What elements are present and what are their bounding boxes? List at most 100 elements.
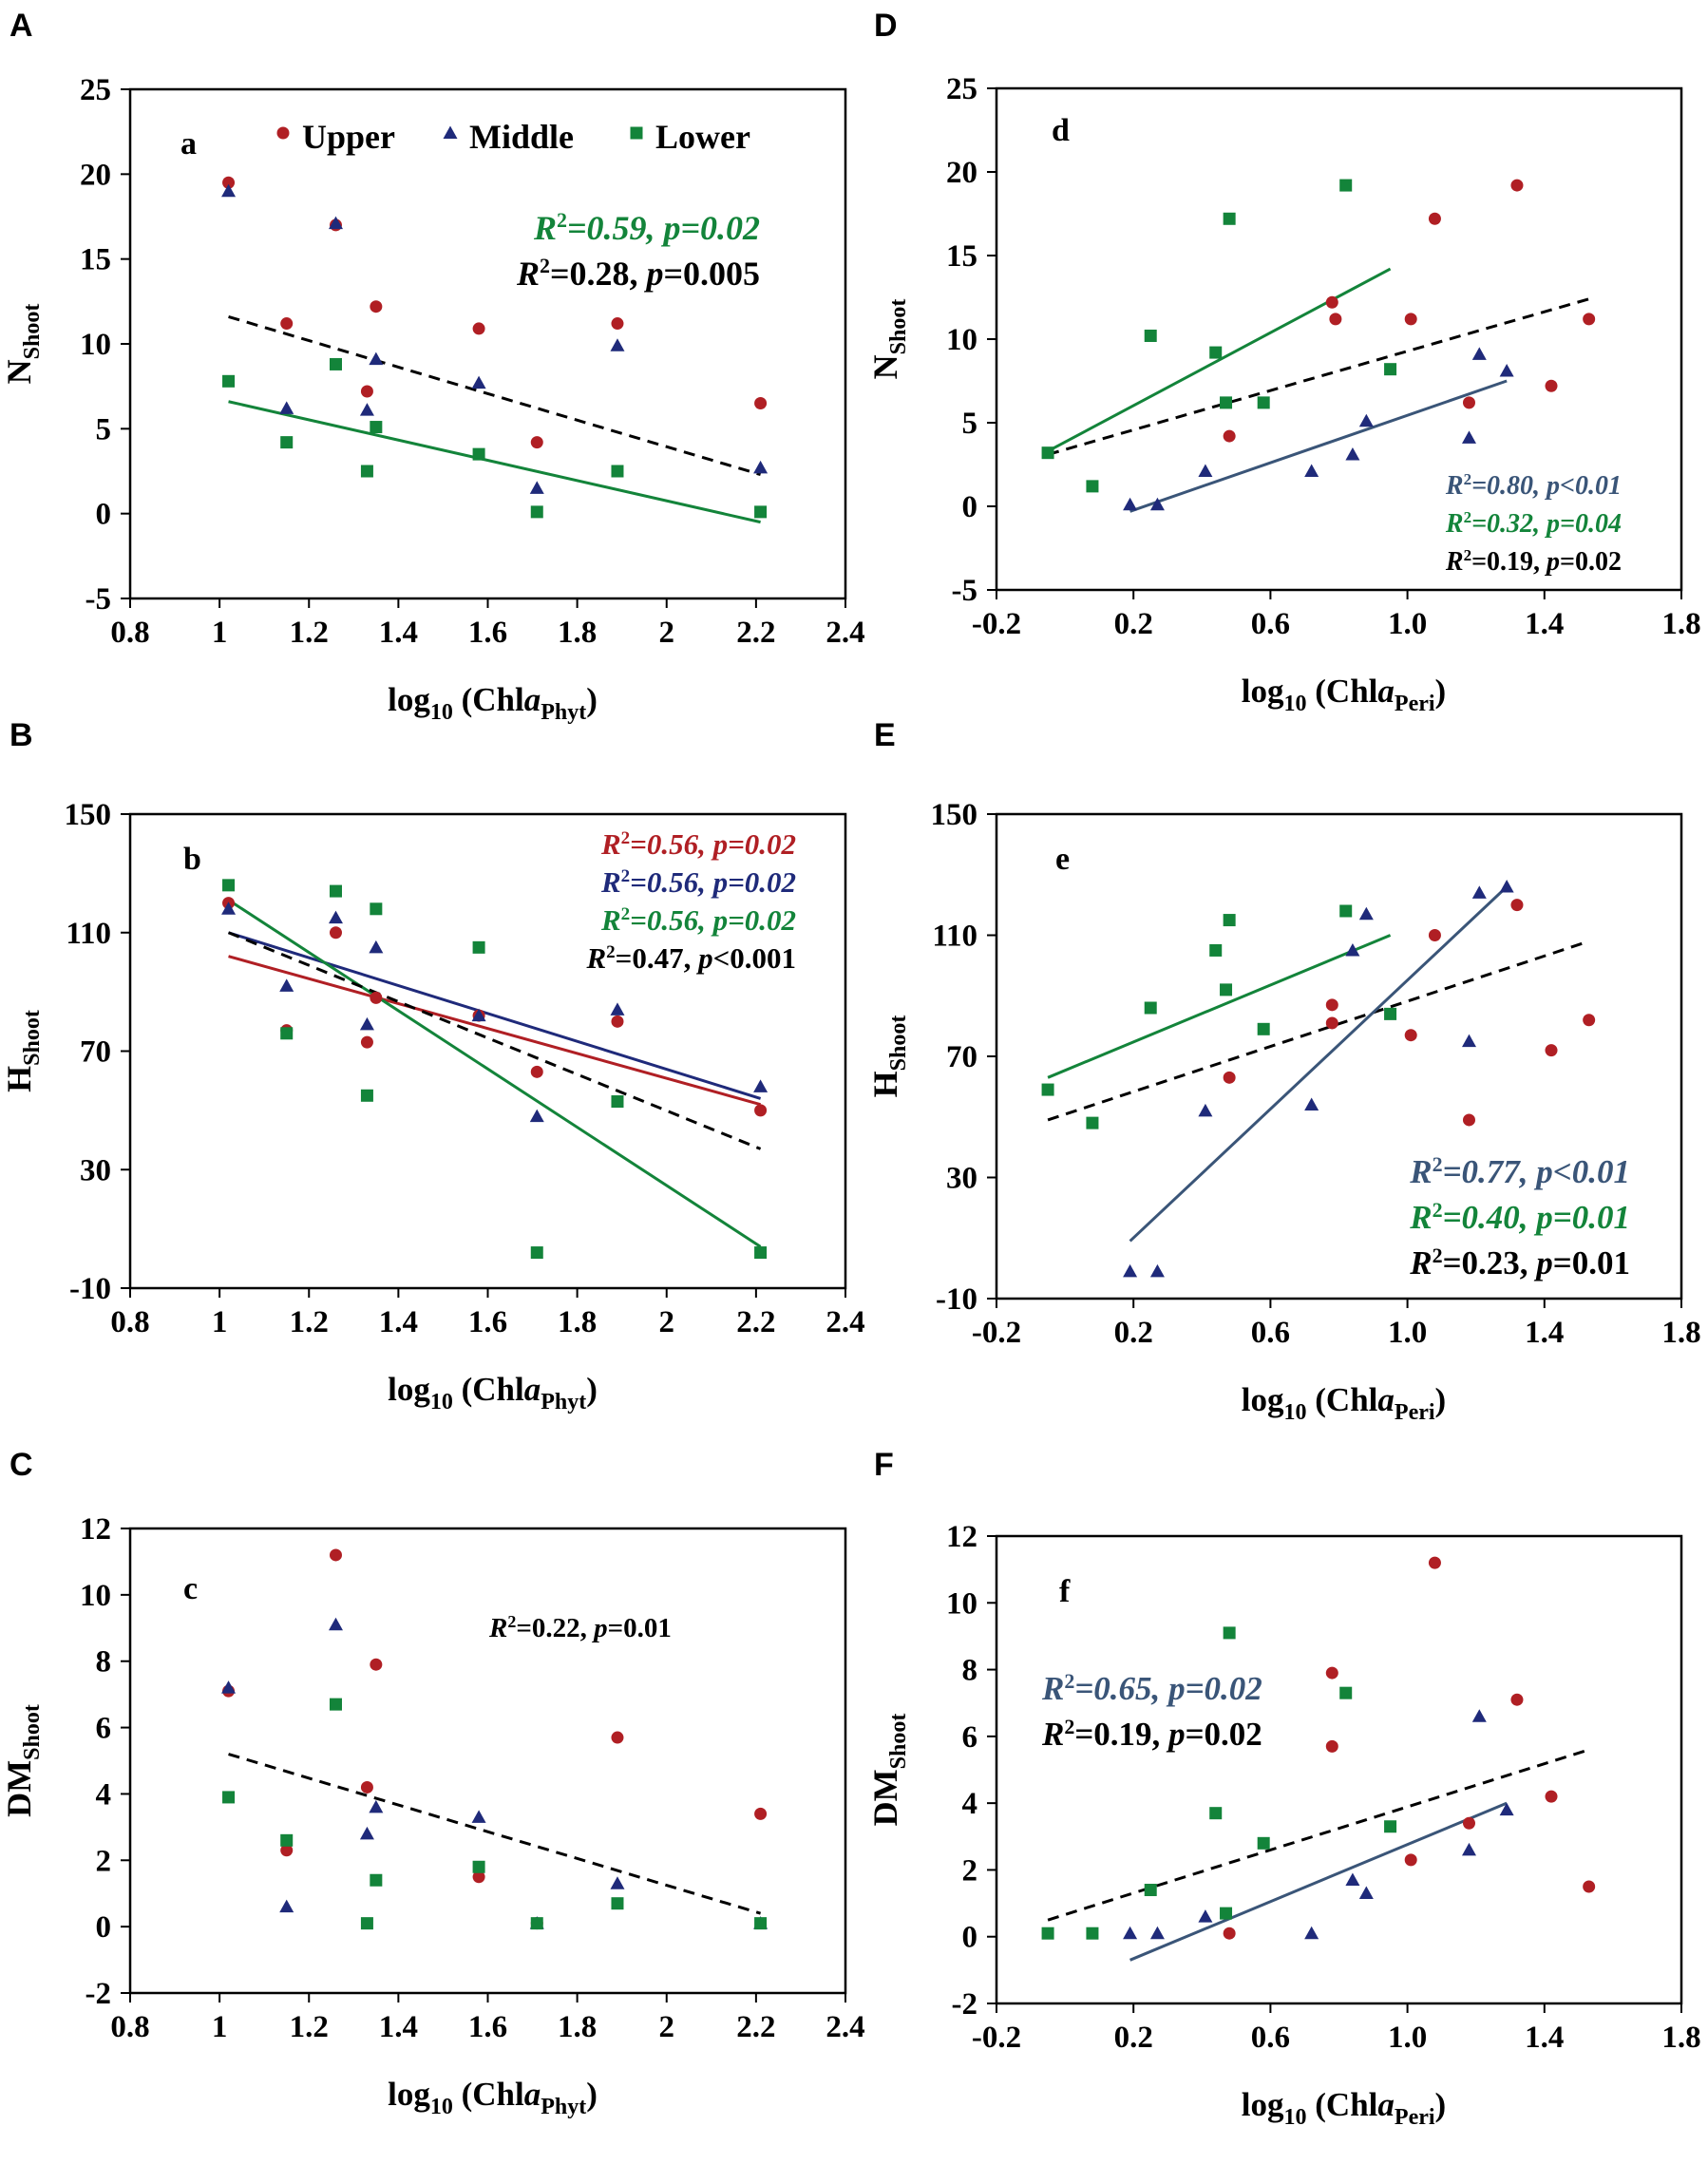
x-axis-label-var: (Chl [1307, 673, 1378, 710]
stat-r: R [585, 941, 606, 975]
stat-annotation: R2=0.56, p=0.02 [600, 903, 796, 937]
x-tick-label: 2.4 [826, 1305, 864, 1339]
y-axis-label-main: DM [866, 1769, 904, 1826]
y-axis-label-sub: Shoot [20, 1010, 45, 1066]
x-tick-label: 1.8 [558, 2010, 597, 2044]
data-point [1461, 1034, 1476, 1048]
x-tick-label: 1.4 [379, 2010, 418, 2044]
stat-r: R [1409, 1153, 1432, 1190]
data-point [610, 338, 625, 351]
data-point [1086, 1927, 1099, 1940]
data-point [222, 879, 236, 892]
data-point [1223, 1927, 1236, 1940]
panel-letter: F [874, 1447, 894, 1483]
legend-item-middle: Middle [443, 118, 574, 156]
stat-r2-value: =0.80, [1471, 471, 1547, 501]
fit-line-black [228, 314, 762, 477]
data-point [754, 1807, 768, 1820]
data-point [1583, 1880, 1596, 1893]
data-point [1510, 1693, 1524, 1706]
x-tick-label: -0.2 [972, 2021, 1021, 2055]
x-axis-label-ital: a [1377, 673, 1395, 710]
plot-frame [995, 1534, 1683, 2005]
data-point [471, 375, 486, 389]
fit-line-black [227, 931, 762, 1150]
series-lower [1041, 1626, 1397, 1940]
stat-p-value: =0.02 [728, 865, 796, 899]
data-point [1404, 1029, 1417, 1042]
panel-inner-letter: c [183, 1571, 198, 1606]
data-point [471, 1008, 486, 1022]
data-point [1149, 1263, 1165, 1278]
stat-annotation: R2=0.32, p=0.04 [1445, 508, 1622, 539]
data-point [1339, 179, 1353, 192]
x-tick-label: 0.6 [1251, 1316, 1290, 1350]
y-axis-label-sub: Shoot [20, 1704, 45, 1760]
stat-annotation: R2=0.23, p=0.01 [1409, 1243, 1630, 1281]
series-upper [222, 176, 768, 449]
data-point [1499, 1802, 1514, 1816]
data-point [1510, 179, 1524, 192]
stat-r: R [1445, 509, 1464, 539]
x-tick-label: 0.8 [110, 1305, 149, 1339]
stat-r-sup: 2 [557, 208, 567, 232]
data-point [328, 216, 343, 230]
series-lower [1041, 904, 1397, 1129]
stat-annotation: R2=0.59, p=0.02 [533, 208, 760, 247]
y-tick-label: 110 [932, 920, 977, 954]
stat-r-sup: 2 [1464, 470, 1472, 488]
x-axis-label-close: ) [1435, 673, 1447, 710]
panel-B: B 0.8 1 1.2 1.4 1.6 1.8 2 2.2 2.4 -10 30 70 110 150 log… [0, 717, 865, 1414]
y-axis-label-main: N [866, 354, 904, 379]
data-point [369, 351, 384, 366]
x-tick-label: 0.2 [1114, 607, 1153, 641]
stat-p: p [1545, 509, 1560, 539]
x-tick-label: 1.8 [1661, 2021, 1700, 2055]
series-upper [1223, 179, 1596, 443]
data-point [1220, 1907, 1233, 1920]
x-tick-label: 2.2 [736, 616, 775, 650]
stat-r-sup: 2 [1464, 546, 1472, 564]
y-tick-label: 70 [80, 1035, 111, 1070]
x-tick-label: 1.2 [290, 616, 329, 650]
data-point [754, 1917, 768, 1930]
y-tick-label: -2 [85, 1977, 112, 2011]
y-tick-label: 0 [96, 1910, 112, 1945]
series-lower [1041, 179, 1397, 493]
panel-letter: B [9, 717, 33, 753]
x-tick-label: 1.4 [1525, 607, 1564, 641]
data-point [329, 884, 342, 898]
data-point [359, 403, 374, 416]
data-point [1325, 295, 1338, 309]
stat-annotation: R2=0.47, p<0.001 [585, 941, 796, 975]
fit-line-slate [1129, 885, 1509, 1243]
data-point [1428, 212, 1441, 225]
data-point [754, 505, 768, 519]
y-axis-label-sub: Shoot [886, 1714, 911, 1770]
data-point [329, 926, 342, 940]
data-point [1209, 346, 1223, 359]
y-tick-label: 2 [962, 1853, 978, 1888]
stat-p: p [1533, 1244, 1553, 1281]
y-axis-label: HShoot [866, 1016, 911, 1098]
y-tick-label: 5 [96, 412, 112, 446]
stat-p-value: <0.001 [713, 941, 796, 975]
stat-p: p [660, 209, 680, 247]
x-axis-label-log: log [1242, 1381, 1284, 1418]
stat-p-value: <0.01 [1560, 471, 1622, 501]
x-tick-label: 1.4 [1525, 1316, 1564, 1350]
y-tick-label: 0 [962, 490, 978, 524]
data-point [1223, 212, 1236, 225]
x-tick-label: 0.2 [1114, 1316, 1153, 1350]
x-axis-label-sub: 10 [1284, 1400, 1307, 1425]
fit-line-slate [1129, 379, 1508, 513]
y-tick-label: 10 [946, 1586, 977, 1621]
data-point [1384, 1007, 1397, 1020]
y-tick-label: 2 [96, 1844, 112, 1878]
x-axis-label-ital: a [1377, 2086, 1395, 2123]
y-axis-label: DMShoot [866, 1714, 911, 1827]
data-point [472, 447, 485, 461]
x-tick-label: 2 [659, 1305, 675, 1339]
y-tick-label: 10 [946, 323, 977, 357]
data-point [1304, 1926, 1319, 1940]
